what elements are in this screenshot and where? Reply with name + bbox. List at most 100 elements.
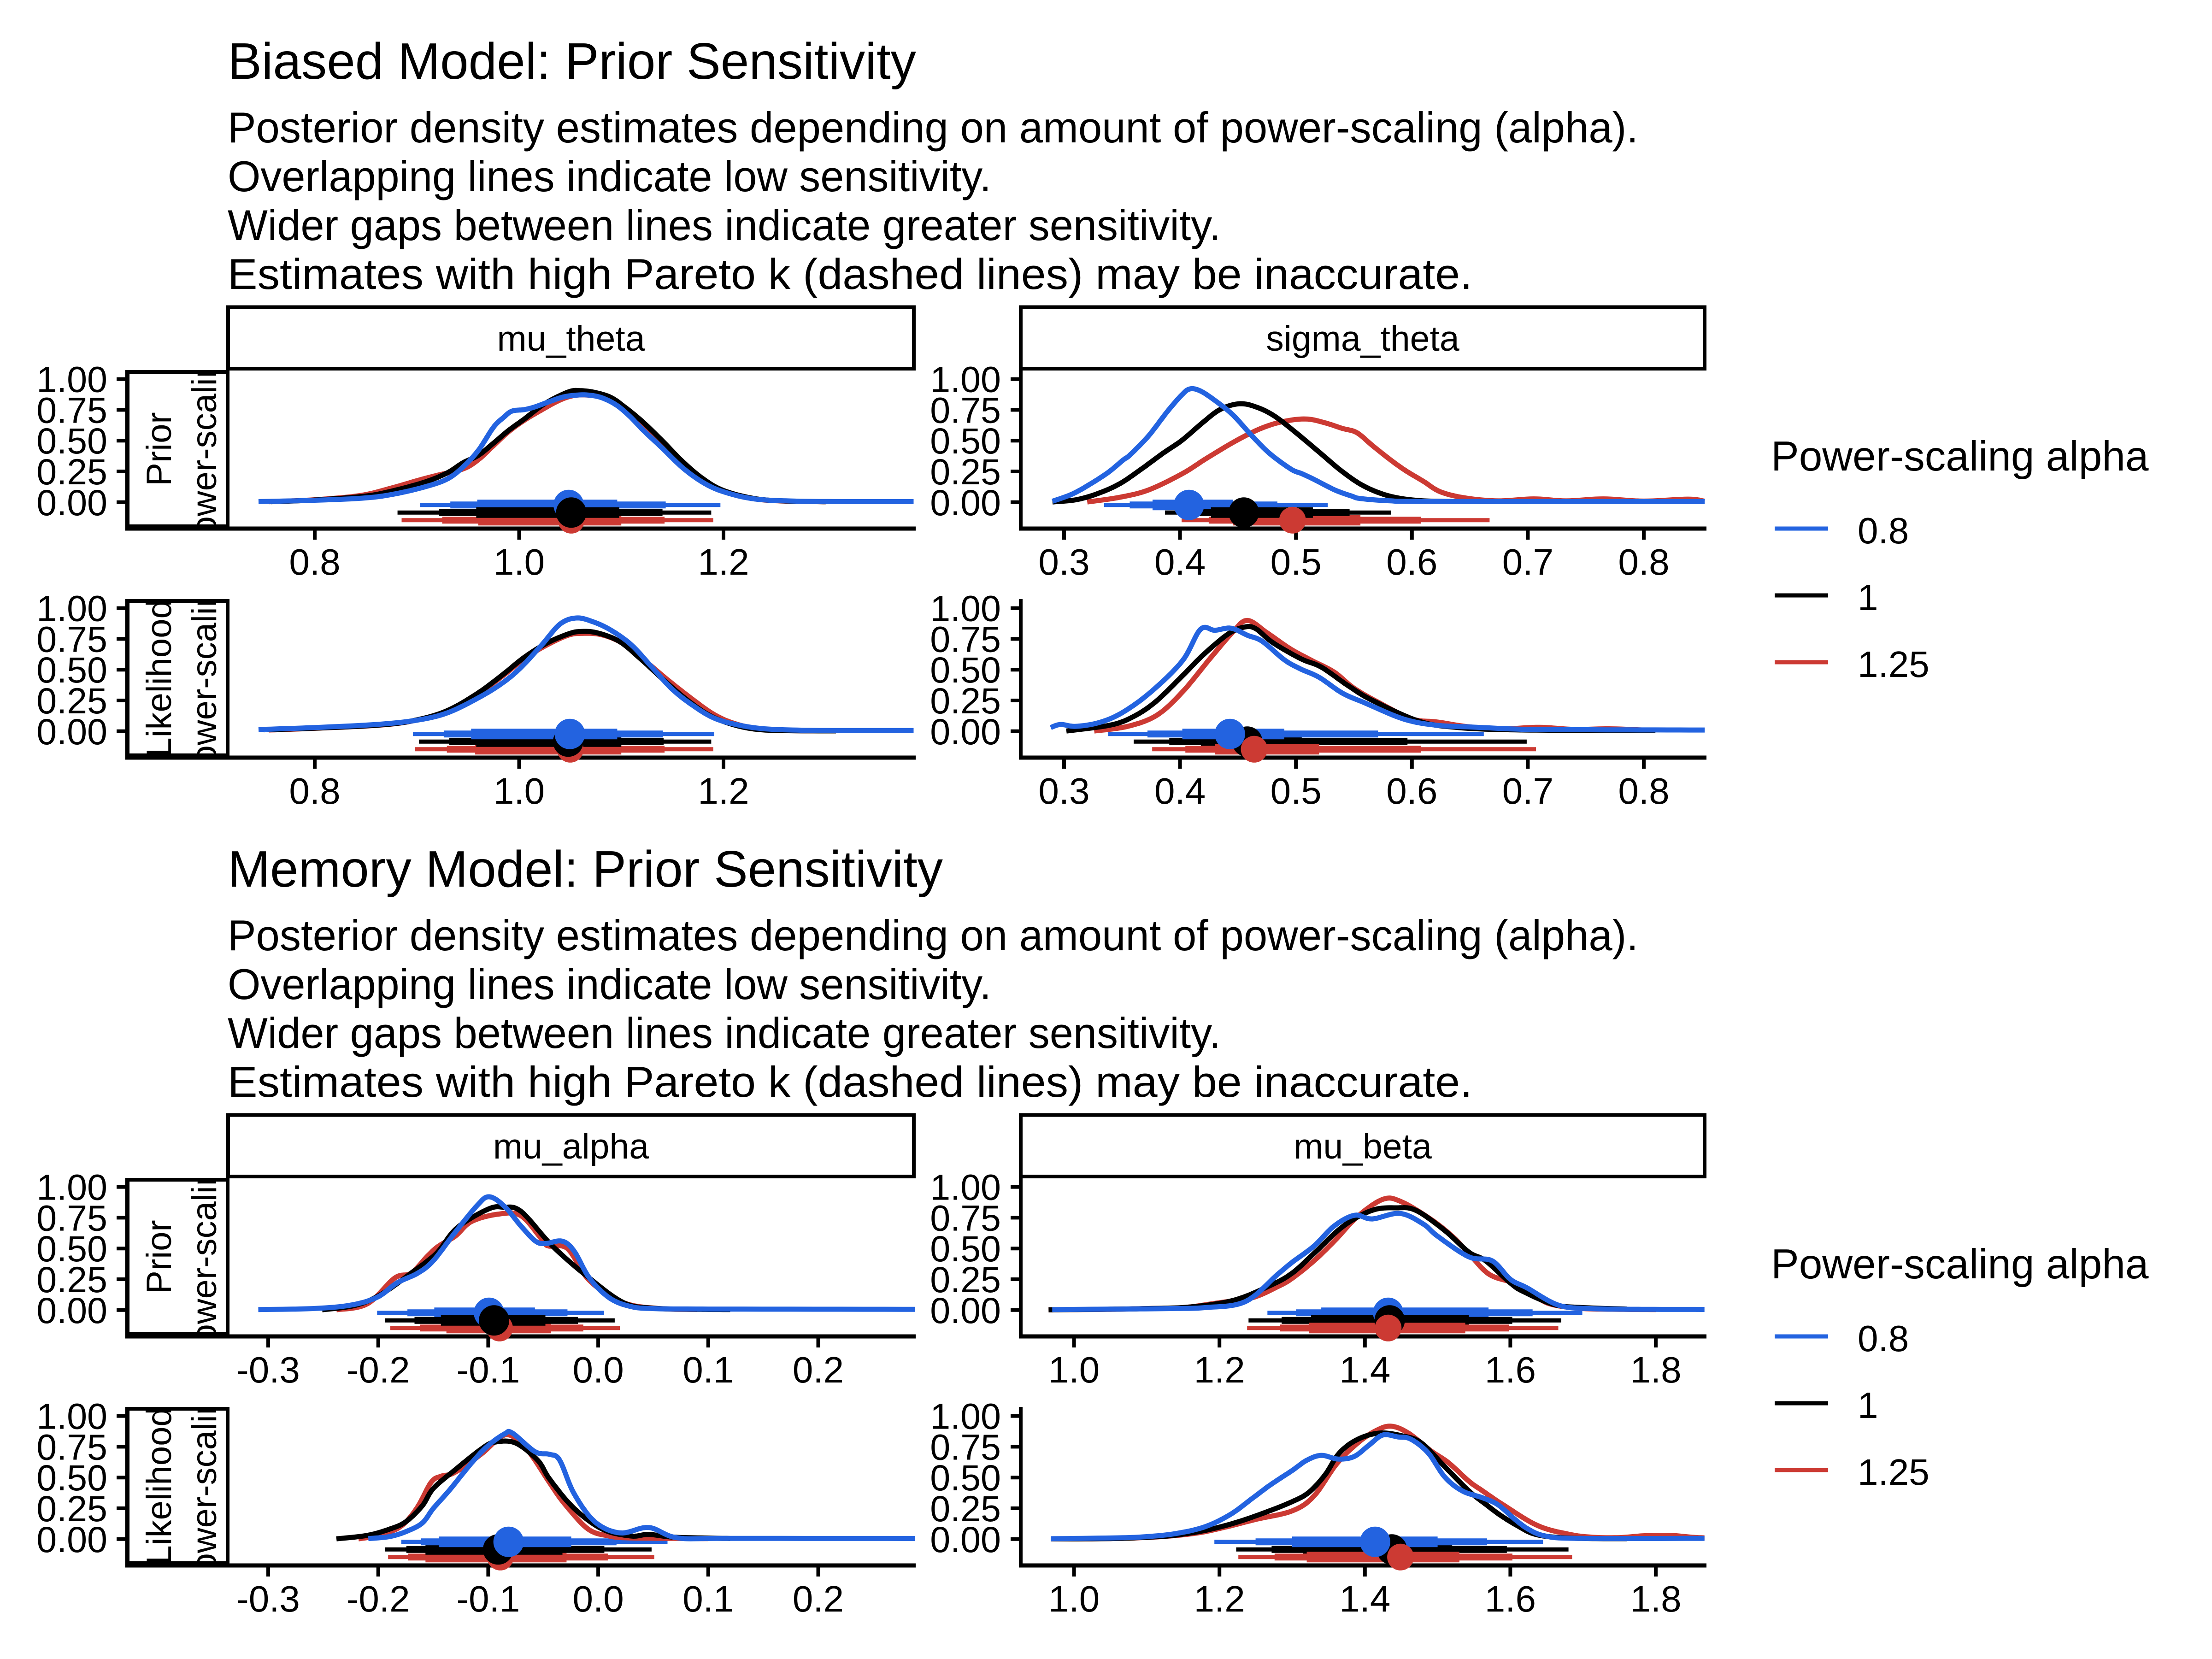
svg-text:0.1: 0.1 bbox=[682, 1578, 734, 1619]
svg-text:1.25: 1.25 bbox=[1858, 644, 1930, 685]
svg-text:Wider gaps between lines indic: Wider gaps between lines indicate greate… bbox=[228, 1009, 1221, 1057]
svg-text:0.75: 0.75 bbox=[930, 1426, 1001, 1467]
svg-text:0.8: 0.8 bbox=[1858, 510, 1909, 551]
svg-text:1.0: 1.0 bbox=[1048, 1578, 1100, 1619]
svg-text:mu_beta: mu_beta bbox=[1294, 1127, 1432, 1166]
svg-text:0.00: 0.00 bbox=[930, 1519, 1001, 1560]
svg-text:0.75: 0.75 bbox=[36, 1426, 107, 1467]
svg-text:0.7: 0.7 bbox=[1502, 541, 1553, 582]
svg-text:Biased Model: Prior Sensitivit: Biased Model: Prior Sensitivity bbox=[228, 33, 916, 90]
svg-text:0.8: 0.8 bbox=[289, 541, 340, 582]
svg-text:1.2: 1.2 bbox=[698, 771, 749, 812]
svg-text:0.1: 0.1 bbox=[682, 1349, 734, 1390]
svg-text:1.0: 1.0 bbox=[494, 771, 545, 812]
svg-text:1.0: 1.0 bbox=[1048, 1349, 1100, 1390]
svg-text:1.4: 1.4 bbox=[1339, 1578, 1390, 1619]
svg-text:0.00: 0.00 bbox=[930, 482, 1001, 523]
svg-text:Overlapping lines indicate low: Overlapping lines indicate low sensitivi… bbox=[228, 960, 991, 1008]
svg-text:0.3: 0.3 bbox=[1038, 771, 1089, 812]
svg-text:0.2: 0.2 bbox=[793, 1578, 844, 1619]
svg-text:0.25: 0.25 bbox=[930, 680, 1001, 721]
svg-text:0.25: 0.25 bbox=[930, 451, 1001, 492]
svg-text:0.25: 0.25 bbox=[36, 680, 107, 721]
svg-text:0.50: 0.50 bbox=[930, 1228, 1001, 1269]
svg-text:Power-scaling alpha: Power-scaling alpha bbox=[1771, 433, 2149, 480]
svg-text:Wider gaps between lines indic: Wider gaps between lines indicate greate… bbox=[228, 201, 1221, 249]
svg-text:0.75: 0.75 bbox=[930, 618, 1001, 659]
svg-text:0.50: 0.50 bbox=[930, 420, 1001, 461]
svg-text:mu_alpha: mu_alpha bbox=[493, 1127, 649, 1166]
svg-text:0.6: 0.6 bbox=[1386, 771, 1437, 812]
svg-text:Likelihood: Likelihood bbox=[140, 599, 179, 757]
svg-text:-0.2: -0.2 bbox=[347, 1578, 410, 1619]
svg-text:1.00: 1.00 bbox=[36, 359, 107, 400]
svg-text:0.50: 0.50 bbox=[930, 1457, 1001, 1498]
svg-text:0.50: 0.50 bbox=[36, 649, 107, 690]
svg-text:Posterior density estimates de: Posterior density estimates depending on… bbox=[228, 911, 1638, 959]
svg-text:0.25: 0.25 bbox=[36, 1259, 107, 1300]
svg-text:0.00: 0.00 bbox=[36, 482, 107, 523]
svg-text:0.7: 0.7 bbox=[1502, 771, 1553, 812]
svg-text:-0.1: -0.1 bbox=[456, 1349, 520, 1390]
svg-text:0.4: 0.4 bbox=[1154, 771, 1206, 812]
svg-text:Estimates with high Pareto k (: Estimates with high Pareto k (dashed lin… bbox=[228, 250, 1472, 298]
svg-text:0.25: 0.25 bbox=[930, 1259, 1001, 1300]
svg-text:1.00: 1.00 bbox=[36, 1167, 107, 1208]
svg-text:0.3: 0.3 bbox=[1038, 541, 1089, 582]
svg-text:0.8: 0.8 bbox=[1618, 771, 1669, 812]
svg-text:0.5: 0.5 bbox=[1271, 541, 1322, 582]
svg-text:1.8: 1.8 bbox=[1630, 1349, 1681, 1390]
svg-text:1.00: 1.00 bbox=[930, 588, 1001, 629]
svg-text:1.8: 1.8 bbox=[1630, 1578, 1681, 1619]
svg-text:Memory Model: Prior Sensitivit: Memory Model: Prior Sensitivity bbox=[228, 841, 943, 898]
svg-text:0.8: 0.8 bbox=[1858, 1318, 1909, 1359]
svg-text:0.4: 0.4 bbox=[1154, 541, 1206, 582]
svg-text:1.00: 1.00 bbox=[930, 359, 1001, 400]
svg-text:0.5: 0.5 bbox=[1271, 771, 1322, 812]
svg-text:Estimates with high Pareto k (: Estimates with high Pareto k (dashed lin… bbox=[228, 1058, 1472, 1106]
svg-text:0.00: 0.00 bbox=[930, 711, 1001, 752]
svg-text:Prior: Prior bbox=[140, 412, 179, 486]
svg-text:0.25: 0.25 bbox=[930, 1488, 1001, 1529]
svg-text:Power-scaling: Power-scaling bbox=[185, 568, 224, 788]
svg-text:0.75: 0.75 bbox=[36, 618, 107, 659]
svg-text:0.2: 0.2 bbox=[793, 1349, 844, 1390]
svg-text:0.8: 0.8 bbox=[289, 771, 340, 812]
svg-text:1.4: 1.4 bbox=[1339, 1349, 1390, 1390]
svg-text:0.25: 0.25 bbox=[36, 451, 107, 492]
svg-text:0.00: 0.00 bbox=[36, 711, 107, 752]
svg-text:1: 1 bbox=[1858, 1385, 1878, 1426]
svg-text:1.2: 1.2 bbox=[1194, 1578, 1245, 1619]
svg-text:0.00: 0.00 bbox=[36, 1290, 107, 1331]
svg-text:-0.3: -0.3 bbox=[236, 1349, 300, 1390]
svg-text:Overlapping lines indicate low: Overlapping lines indicate low sensitivi… bbox=[228, 152, 991, 200]
svg-text:Power-scaling: Power-scaling bbox=[185, 339, 224, 559]
svg-text:0.00: 0.00 bbox=[36, 1519, 107, 1560]
svg-text:0.8: 0.8 bbox=[1618, 541, 1669, 582]
svg-text:-0.2: -0.2 bbox=[347, 1349, 410, 1390]
svg-text:0.50: 0.50 bbox=[36, 1457, 107, 1498]
svg-text:0.75: 0.75 bbox=[36, 389, 107, 430]
svg-text:0.0: 0.0 bbox=[572, 1578, 624, 1619]
svg-text:Posterior density estimates de: Posterior density estimates depending on… bbox=[228, 103, 1638, 152]
svg-text:0.50: 0.50 bbox=[930, 649, 1001, 690]
svg-text:0.6: 0.6 bbox=[1386, 541, 1437, 582]
svg-text:0.50: 0.50 bbox=[36, 420, 107, 461]
svg-text:0.75: 0.75 bbox=[930, 389, 1001, 430]
svg-text:sigma_theta: sigma_theta bbox=[1266, 319, 1459, 359]
svg-text:1.00: 1.00 bbox=[36, 1396, 107, 1437]
svg-text:0.00: 0.00 bbox=[930, 1290, 1001, 1331]
svg-text:Prior: Prior bbox=[140, 1220, 179, 1294]
svg-text:Power-scaling alpha: Power-scaling alpha bbox=[1771, 1241, 2149, 1288]
svg-text:1.0: 1.0 bbox=[494, 541, 545, 582]
svg-text:0.0: 0.0 bbox=[572, 1349, 624, 1390]
svg-text:Power-scaling: Power-scaling bbox=[185, 1376, 224, 1596]
svg-text:1.00: 1.00 bbox=[930, 1167, 1001, 1208]
svg-text:mu_theta: mu_theta bbox=[497, 319, 645, 359]
svg-text:-0.1: -0.1 bbox=[456, 1578, 520, 1619]
svg-text:1.6: 1.6 bbox=[1485, 1578, 1536, 1619]
svg-text:1.25: 1.25 bbox=[1858, 1452, 1930, 1493]
svg-text:1.2: 1.2 bbox=[698, 541, 749, 582]
svg-text:Likelihood: Likelihood bbox=[140, 1407, 179, 1565]
svg-text:1.00: 1.00 bbox=[36, 588, 107, 629]
